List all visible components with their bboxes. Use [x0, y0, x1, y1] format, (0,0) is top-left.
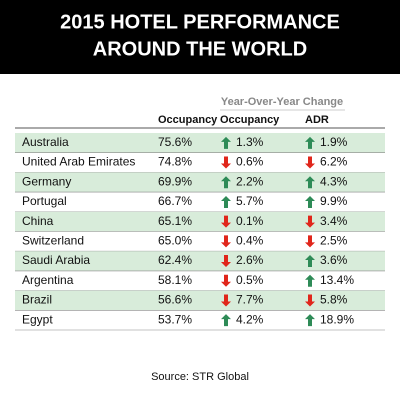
group-header: Year-Over-Year Change — [221, 96, 343, 108]
arrow-up — [221, 314, 231, 327]
country: United Arab Emirates — [22, 155, 135, 169]
adr-change: 5.8% — [320, 293, 348, 307]
arrow-down — [221, 235, 231, 248]
arrow-down — [221, 156, 231, 169]
arrow-down — [221, 274, 231, 287]
occupancy: 66.7% — [158, 194, 192, 208]
occupancy-change: 0.1% — [236, 214, 264, 228]
occupancy: 65.1% — [158, 214, 192, 228]
country: Germany — [22, 174, 71, 188]
occupancy: 53.7% — [158, 312, 192, 326]
title-line: 2015 HOTEL PERFORMANCE — [60, 11, 340, 33]
country: Egypt — [22, 312, 53, 326]
occupancy-change: 4.2% — [236, 312, 264, 326]
occupancy: 74.8% — [158, 155, 192, 169]
occupancy-change: 5.7% — [236, 194, 264, 208]
arrow-down — [305, 294, 315, 307]
arrow-up — [305, 274, 315, 287]
country: Brazil — [22, 293, 52, 307]
row-shade — [15, 251, 385, 271]
arrow-up — [305, 314, 315, 327]
country: Portugal — [22, 194, 67, 208]
arrow-up — [305, 176, 315, 189]
country: Switzerland — [22, 234, 84, 248]
adr-change: 2.5% — [320, 234, 348, 248]
adr-change: 1.9% — [320, 135, 348, 149]
arrow-up — [221, 176, 231, 189]
occupancy: 58.1% — [158, 273, 192, 287]
occupancy-change: 0.6% — [236, 155, 264, 169]
occupancy-change: 1.3% — [236, 135, 264, 149]
adr-change: 3.4% — [320, 214, 348, 228]
arrow-down — [305, 215, 315, 228]
occupancy-change: 7.7% — [236, 293, 264, 307]
country: China — [22, 214, 54, 228]
occupancy: 56.6% — [158, 293, 192, 307]
adr-change: 4.3% — [320, 174, 348, 188]
adr-change: 6.2% — [320, 155, 348, 169]
arrow-down — [221, 215, 231, 228]
row-shade — [15, 290, 385, 311]
occupancy-change: 2.2% — [236, 174, 264, 188]
title-line: AROUND THE WORLD — [93, 38, 307, 60]
arrow-down — [221, 294, 231, 307]
row-shade — [15, 172, 385, 193]
arrow-down — [221, 255, 231, 268]
adr-change: 9.9% — [320, 194, 348, 208]
column-header: Occupancy — [158, 114, 218, 126]
arrow-up — [221, 136, 231, 149]
occupancy-change: 0.4% — [236, 234, 264, 248]
adr-change: 3.6% — [320, 253, 348, 267]
country: Australia — [22, 135, 69, 149]
arrow-up — [305, 255, 315, 268]
country: Saudi Arabia — [22, 253, 90, 267]
adr-change: 18.9% — [320, 312, 354, 326]
column-header: Occupancy — [220, 114, 280, 126]
header-band — [0, 0, 400, 74]
occupancy: 65.0% — [158, 234, 192, 248]
arrow-up — [305, 195, 315, 208]
occupancy-change: 0.5% — [236, 273, 264, 287]
column-header: ADR — [305, 114, 329, 126]
arrow-down — [305, 235, 315, 248]
arrow-down — [305, 156, 315, 169]
occupancy: 69.9% — [158, 174, 192, 188]
arrow-up — [305, 136, 315, 149]
source: Source: STR Global — [151, 371, 249, 383]
row-shade — [15, 211, 385, 232]
adr-change: 13.4% — [320, 273, 354, 287]
occupancy-change: 2.6% — [236, 253, 264, 267]
occupancy: 75.6% — [158, 135, 192, 149]
arrow-up — [221, 195, 231, 208]
country: Argentina — [22, 273, 74, 287]
row-shade — [15, 133, 385, 153]
occupancy: 62.4% — [158, 253, 192, 267]
